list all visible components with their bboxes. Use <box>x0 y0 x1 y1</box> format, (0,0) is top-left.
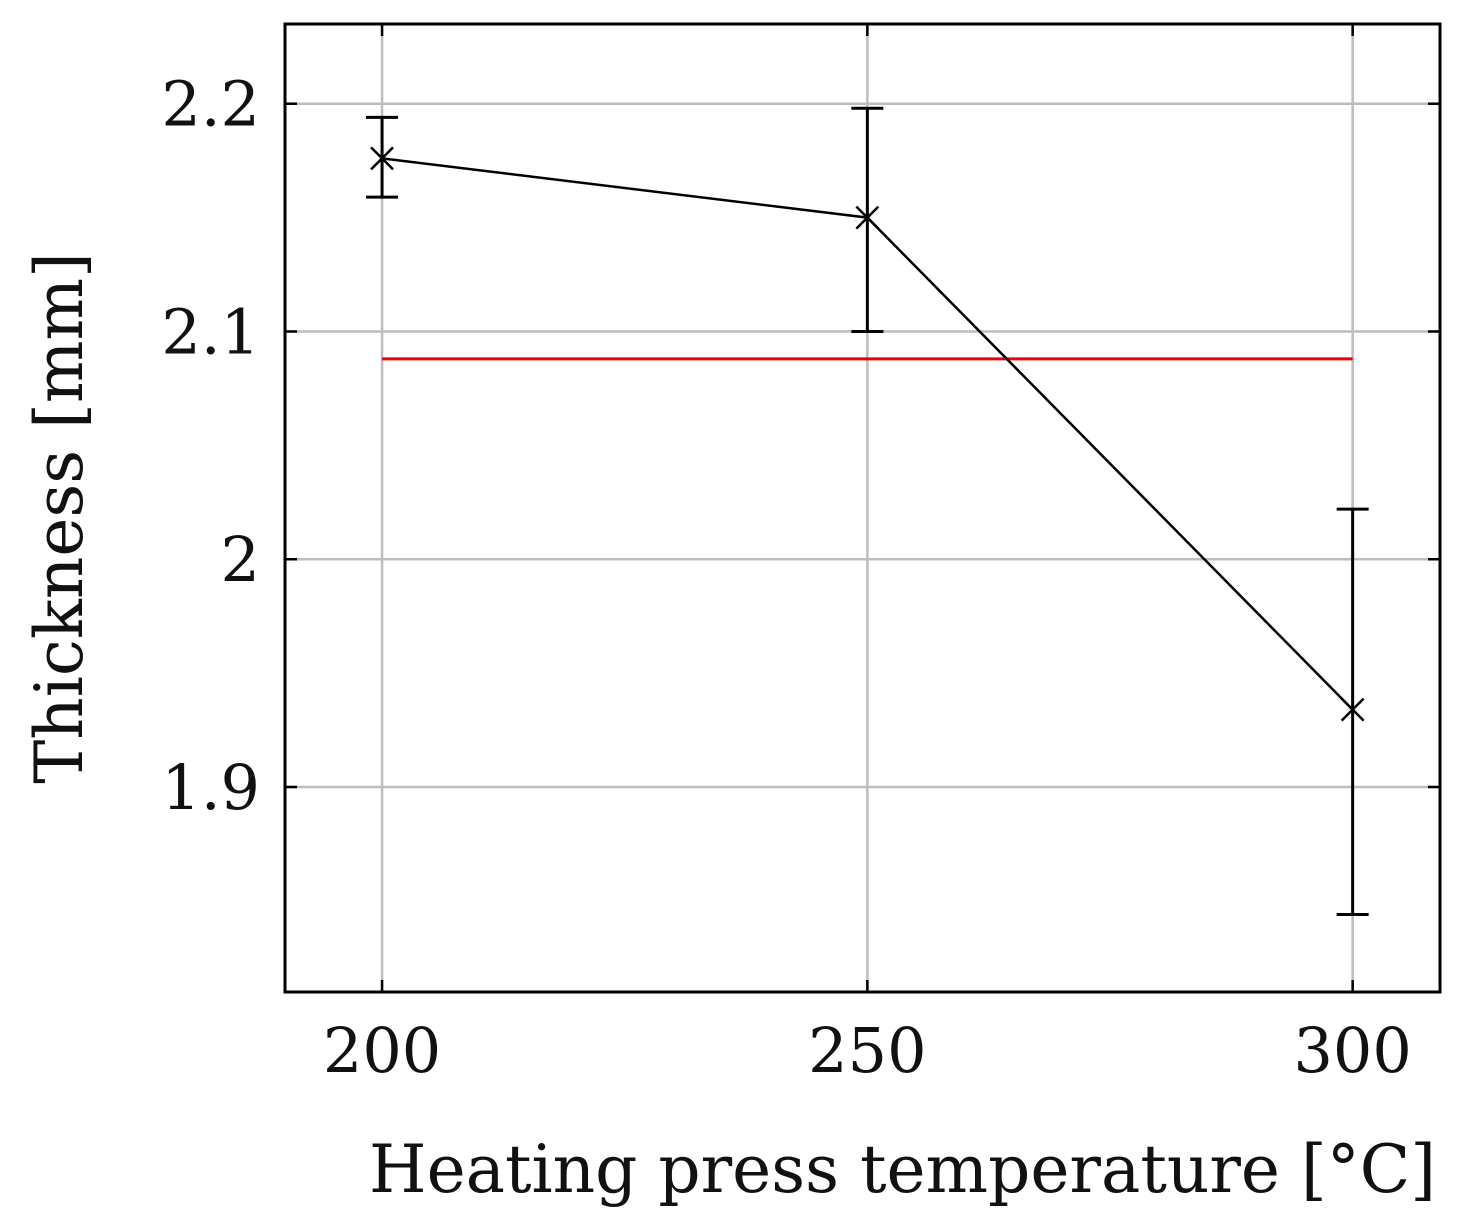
y-tick-label: 2.1 <box>161 295 260 368</box>
ticks: 200 250 300 1.9 2 2.1 2.2 <box>161 24 1440 1087</box>
marker-stroke <box>370 146 394 171</box>
x-tick-label: 250 <box>808 1014 926 1087</box>
data-point-marker <box>370 146 394 171</box>
data-point-marker <box>855 205 880 230</box>
marker-stroke <box>855 205 880 230</box>
y-tick-label: 2 <box>221 523 260 596</box>
data-point-marker <box>1340 697 1365 722</box>
y-tick-label: 1.9 <box>161 751 260 824</box>
x-tick-label: 200 <box>323 1014 441 1087</box>
grid <box>285 24 1440 992</box>
y-tick-label: 2.2 <box>161 68 260 141</box>
marker-stroke <box>1340 697 1365 722</box>
x-tick-label: 300 <box>1293 1014 1411 1087</box>
y-axis-label: Thickness [mm] <box>21 252 98 784</box>
series-group <box>366 106 1369 917</box>
plot-frame <box>283 22 1442 994</box>
x-axis-label: Heating press temperature [°C] <box>369 1131 1436 1208</box>
